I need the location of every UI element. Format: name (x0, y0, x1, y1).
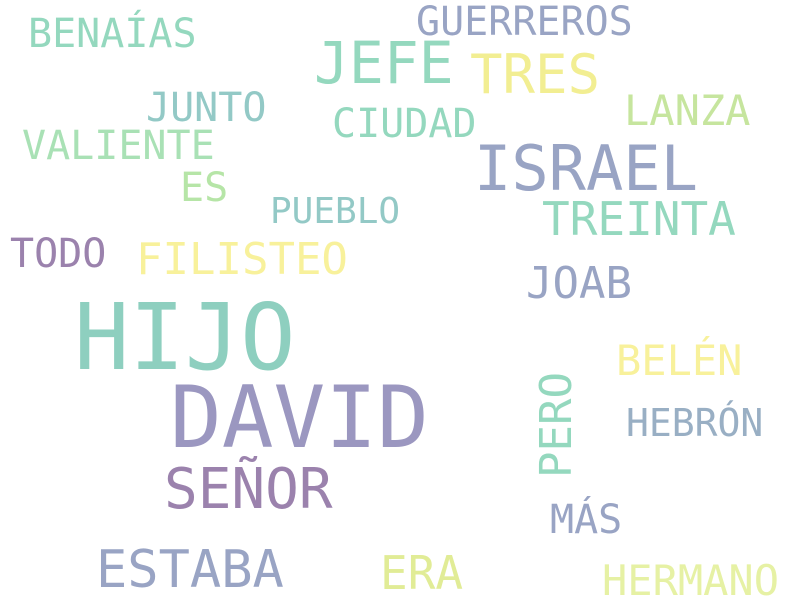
word-joab: JOAB (526, 258, 632, 309)
word-pueblo: PUEBLO (270, 191, 401, 232)
word-hermano: HERMANO (602, 556, 780, 605)
word-hebron: HEBRÓN (626, 401, 764, 445)
word-jefe: JEFE (314, 29, 454, 97)
word-israel: ISRAEL (474, 132, 698, 205)
word-lanza: LANZA (624, 86, 751, 135)
word-junto: JUNTO (146, 85, 267, 131)
word-treinta: TREINTA (542, 192, 736, 246)
word-estaba: ESTABA (96, 540, 284, 600)
word-hijo: HIJO (74, 284, 296, 391)
word-todo: TODO (10, 231, 107, 277)
word-filisteo: FILISTEO (136, 234, 348, 285)
word-es: ES (180, 165, 229, 211)
word-era: ERA (380, 546, 464, 600)
word-senor: SEÑOR (164, 457, 333, 522)
word-pero: PERO (531, 372, 582, 478)
word-benaias: BENAÍAS (28, 11, 197, 57)
word-tres: TRES (470, 43, 601, 106)
word-ciudad: CIUDAD (332, 101, 477, 147)
word-david: DAVID (170, 368, 429, 468)
word-guerreros: GUERREROS (416, 0, 633, 45)
word-belen: BELÉN (616, 336, 743, 385)
word-mas: MÁS (550, 497, 623, 543)
word-valiente: VALIENTE (22, 123, 215, 169)
